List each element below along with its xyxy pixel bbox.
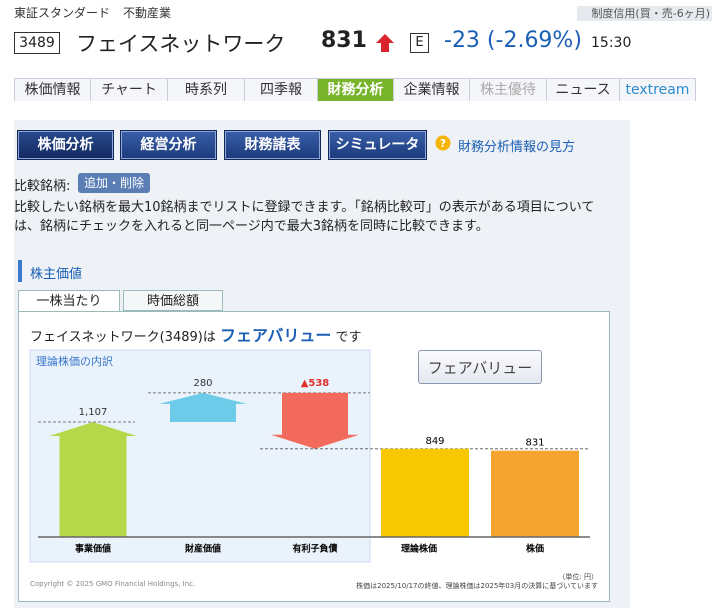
headline-prefix: フェイスネットワーク(3489)は (30, 330, 216, 345)
svg-text:?: ? (440, 137, 446, 150)
help-icon: ? (435, 135, 451, 151)
verdict: フェアバリュー (219, 326, 332, 345)
nav-tab[interactable]: textream (620, 79, 696, 101)
section-bar (18, 260, 22, 282)
change: -23 (-2.69%) (444, 28, 582, 53)
breakdown-title: 理論株価の内訳 (36, 354, 113, 368)
sub-nav-button[interactable]: シミュレータ (328, 130, 427, 160)
category-label: 有利子負債 (292, 543, 337, 555)
nav-tab[interactable]: ニュース (547, 79, 620, 101)
nav-tab[interactable]: 株主優待 (470, 79, 547, 101)
category-label: 事業価値 (75, 543, 111, 555)
chart: 理論株価の内訳 1,107 事業価値 280 財産価値 ▲538 有利子負債 849 理論株価 8… (29, 349, 590, 563)
value-label: 280 (193, 378, 212, 389)
nav-tab[interactable]: 時系列 (168, 79, 245, 101)
section-title: 株主価値 (30, 267, 83, 282)
note: 株価は2025/10/17の終値、理論株価は2025年03月の決算に基づいていま… (356, 582, 598, 590)
nav-tab[interactable]: チャート (91, 79, 168, 101)
sub-nav-button[interactable]: 株価分析 (17, 130, 114, 160)
up-arrow (376, 34, 394, 52)
price: 831 (321, 28, 367, 53)
sub-nav-button[interactable]: 財務諸表 (224, 130, 321, 160)
waterfall-step (159, 392, 247, 422)
sub-nav-button[interactable]: 経営分析 (120, 130, 217, 160)
total-bar (491, 450, 579, 537)
category-label: 理論株価 (401, 543, 437, 555)
value-label: 831 (525, 438, 544, 449)
nav-tab[interactable]: 四季報 (245, 79, 318, 101)
help-link[interactable]: 財務分析情報の見方 (458, 140, 576, 155)
time: 15:30 (591, 35, 632, 51)
headline: フェイスネットワーク(3489)は フェアバリュー です (30, 322, 362, 346)
value-label: 849 (425, 436, 444, 447)
company-name: フェイスネットワーク (76, 32, 286, 56)
market: 東証スタンダード (14, 6, 111, 20)
waterfall-step (49, 421, 137, 537)
nav-tab[interactable]: 財務分析 (318, 79, 394, 101)
category-label: 財産価値 (184, 543, 221, 555)
compare-label: 比較銘柄: (14, 179, 71, 194)
description: 比較したい銘柄を最大10銘柄までリストに登録できます。「銘柄比較可」の表示がある… (14, 200, 595, 234)
badge: フェアバリュー (418, 350, 542, 384)
code: 3489 (14, 32, 60, 54)
category-label: 株価 (526, 543, 544, 555)
sub-tab[interactable]: 一株当たり (18, 290, 120, 312)
market-flag: E (410, 33, 429, 53)
headline-suffix: です (335, 330, 362, 345)
copyright: Copyright © 2025 GMO Financial Holdings,… (30, 580, 196, 588)
nav-tab[interactable]: 企業情報 (394, 79, 470, 101)
waterfall-step (271, 392, 359, 449)
industry: 不動産業 (123, 6, 172, 20)
unit: （単位: 円） (558, 573, 598, 581)
nav-tab[interactable]: 株価情報 (15, 79, 91, 101)
value-label: 1,107 (79, 407, 108, 418)
credit: 制度信用(買・売-6ヶ月) (577, 6, 712, 21)
sub-tab[interactable]: 時価総額 (123, 290, 223, 311)
total-bar (381, 448, 469, 537)
value-label: ▲538 (301, 378, 330, 389)
compare-button[interactable]: 追加・削除 (78, 173, 150, 193)
